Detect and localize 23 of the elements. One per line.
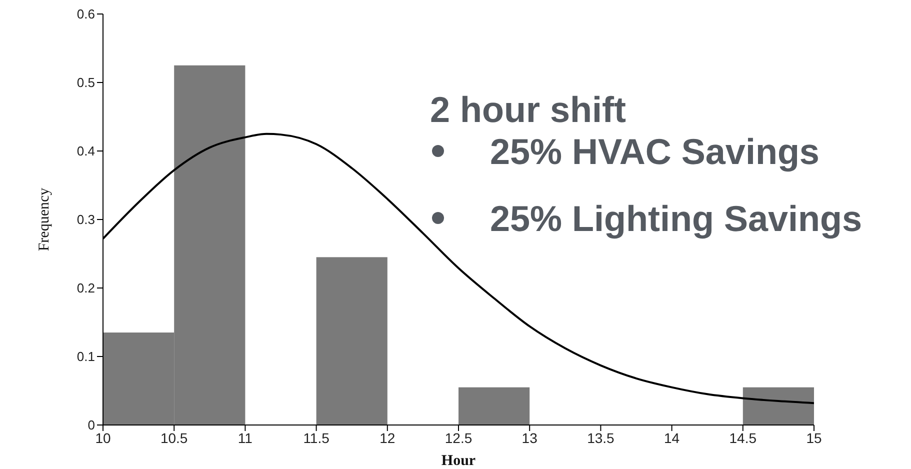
x-tick-label: 10 <box>95 430 111 446</box>
y-axis-title: Frequency <box>36 187 52 252</box>
x-tick-label: 11.5 <box>303 430 330 446</box>
y-tick-label: 0.4 <box>76 144 95 159</box>
y-tick-label: 0 <box>88 418 95 433</box>
y-tick-label: 0.5 <box>76 75 95 90</box>
x-tick-label: 10.5 <box>160 430 188 446</box>
annotation: 2 hour shift <box>430 89 626 130</box>
x-axis-title: Hour <box>441 453 476 469</box>
annotation: 25% HVAC Savings <box>490 131 820 172</box>
x-tick-label: 14.5 <box>729 430 757 446</box>
y-tick-label: 0.1 <box>76 349 95 364</box>
x-tick-label: 13.5 <box>587 430 615 446</box>
y-tick-label: 0.2 <box>76 280 95 296</box>
y-tick-label: 0.6 <box>76 6 95 22</box>
y-tick-label: 0.3 <box>76 212 95 228</box>
x-tick-label: 12.5 <box>444 430 472 446</box>
annotation: 25% Lighting Savings <box>490 198 862 239</box>
x-tick-label: 15 <box>806 430 822 446</box>
x-tick-label: 11 <box>238 430 253 446</box>
x-tick-label: 14 <box>664 430 680 446</box>
x-tick-label: 12 <box>380 430 396 446</box>
x-tick-label: 13 <box>522 430 538 446</box>
